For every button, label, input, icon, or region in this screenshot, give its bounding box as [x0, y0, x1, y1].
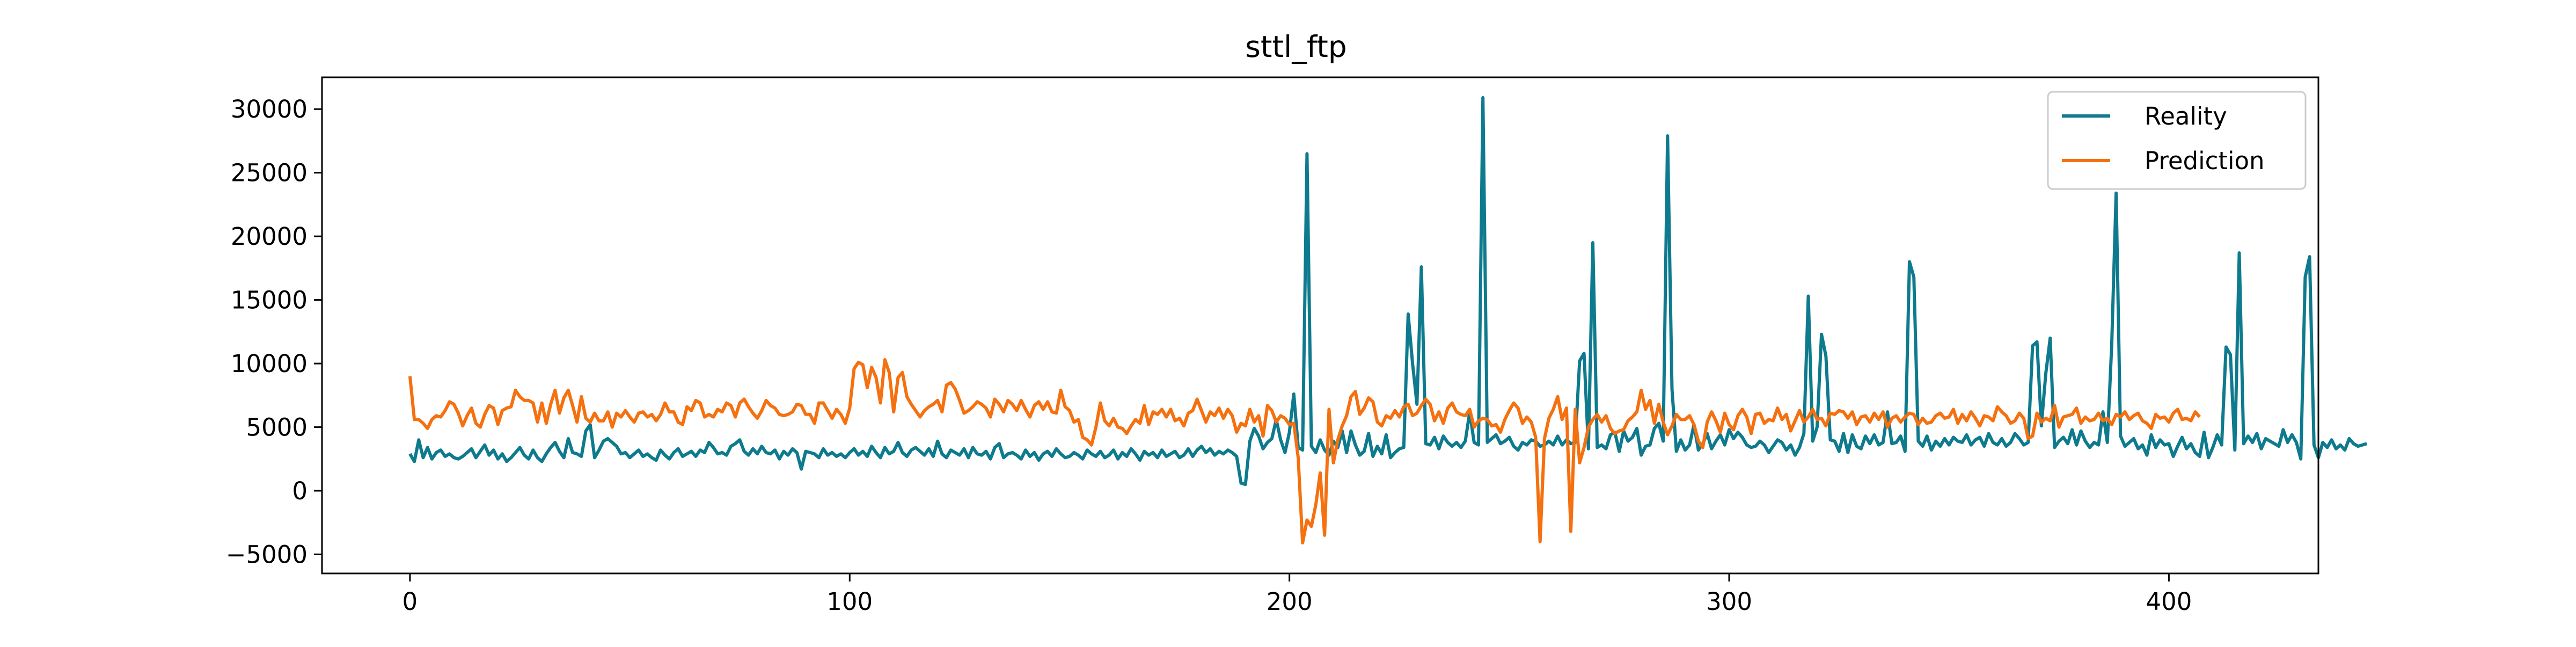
x-tick-label: 100 — [826, 587, 873, 616]
series-line-prediction — [408, 358, 2201, 545]
y-tick-label: 25000 — [231, 159, 308, 187]
legend: Reality Prediction — [2047, 91, 2307, 190]
series-line-reality — [408, 96, 2367, 486]
plot-area — [408, 96, 2367, 545]
y-axis: −5000 0 5000 10000 15000 20000 25000 30000 — [226, 95, 322, 569]
y-tick-label: 5000 — [246, 413, 308, 442]
x-tick-label: 200 — [1267, 587, 1313, 616]
chart-title: sttl_ftp — [1245, 30, 1346, 64]
y-tick-label: 15000 — [231, 286, 308, 315]
y-tick-label: 30000 — [231, 95, 308, 123]
x-tick-label: 300 — [1706, 587, 1752, 616]
legend-label-reality: Reality — [2145, 102, 2227, 130]
y-tick-label: −5000 — [226, 540, 308, 569]
y-tick-label: 20000 — [231, 222, 308, 251]
y-tick-label: 10000 — [231, 350, 308, 378]
legend-label-prediction: Prediction — [2145, 147, 2265, 175]
x-tick-label: 0 — [402, 587, 418, 616]
y-tick-label: 0 — [292, 477, 308, 505]
plot-frame — [321, 76, 2319, 575]
legend-box — [2047, 91, 2307, 190]
x-tick-label: 400 — [2146, 587, 2192, 616]
x-axis: 0 100 200 300 400 — [402, 573, 2192, 616]
